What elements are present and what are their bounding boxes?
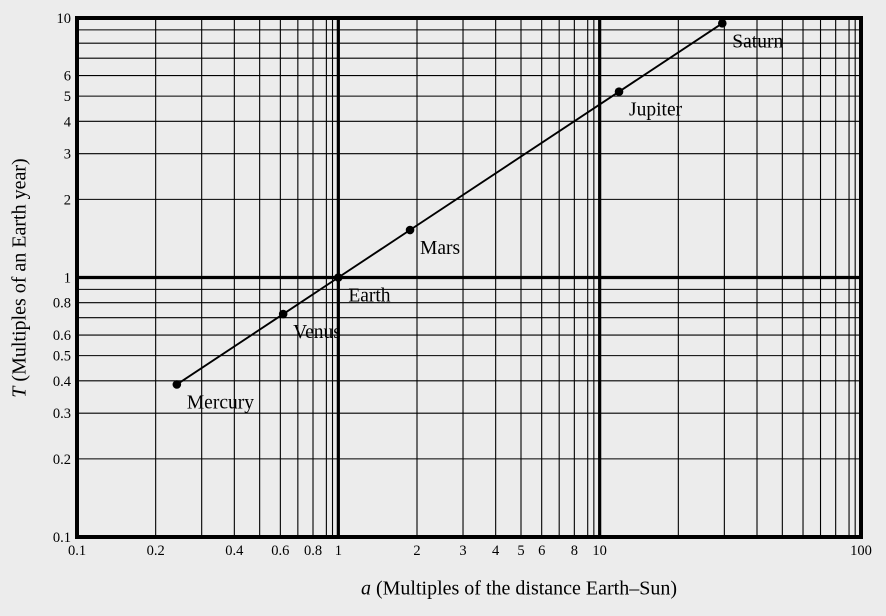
x-tick-label: 0.4	[225, 543, 244, 559]
x-tick-label: 2	[413, 543, 420, 559]
x-tick-label: 8	[571, 543, 578, 559]
plot-frame	[75, 16, 863, 539]
x-tick-label: 10	[592, 543, 607, 559]
y-axis-variable: T	[8, 386, 31, 398]
y-tick-label: 5	[64, 89, 71, 105]
y-tick-label: 2	[64, 192, 71, 208]
y-tick-label: 10	[57, 11, 72, 27]
y-tick-label: 0.2	[53, 452, 71, 468]
x-axis-variable: a	[360, 577, 371, 600]
y-tick-label: 3	[64, 147, 71, 163]
planet-fit-line	[176, 22, 723, 386]
planet-label-earth: Earth	[348, 286, 390, 307]
data-point-saturn	[717, 19, 727, 28]
y-tick-label: 6	[64, 69, 71, 85]
x-tick-label: 4	[492, 543, 500, 559]
x-tick-label: 0.1	[68, 543, 86, 559]
y-tick-label: 0.6	[53, 328, 71, 344]
x-tick-label: 0.2	[147, 543, 165, 559]
y-axis-title: T (Multiples of an Earth year)	[9, 158, 32, 397]
y-tick-label: 4	[64, 114, 72, 130]
data-point-earth	[334, 273, 343, 282]
planet-label-venus: Venus	[293, 322, 341, 343]
y-tick-label: 0.4	[53, 374, 72, 390]
data-point-venus	[278, 309, 288, 319]
x-axis-title: a (Multiples of the distance Earth–Sun)	[361, 578, 677, 601]
y-tick-label: 0.1	[53, 530, 71, 546]
planet-label-jupiter: Jupiter	[629, 100, 683, 121]
x-tick-label: 6	[538, 543, 545, 559]
x-tick-label: 0.8	[304, 543, 322, 559]
y-tick-label: 0.3	[53, 406, 71, 422]
planet-label-mercury: Mercury	[187, 392, 254, 413]
x-tick-label: 0.6	[271, 543, 289, 559]
y-tick-label: 0.5	[53, 349, 71, 365]
y-tick-label: 0.8	[53, 296, 71, 312]
data-point-mars	[405, 225, 415, 235]
x-tick-label: 5	[517, 543, 524, 559]
planet-label-mars: Mars	[420, 238, 460, 259]
y-tick-label: 1	[64, 271, 71, 287]
planet-label-saturn: Saturn	[732, 31, 783, 52]
data-point-jupiter	[614, 87, 624, 96]
data-point-mercury	[172, 380, 182, 389]
x-tick-label: 100	[850, 543, 872, 559]
y-axis-title-text: (Multiples of an Earth year)	[8, 158, 31, 387]
x-axis-title-text: (Multiples of the distance Earth–Sun)	[370, 577, 678, 600]
x-tick-label: 1	[335, 543, 342, 559]
x-tick-label: 3	[459, 543, 466, 559]
